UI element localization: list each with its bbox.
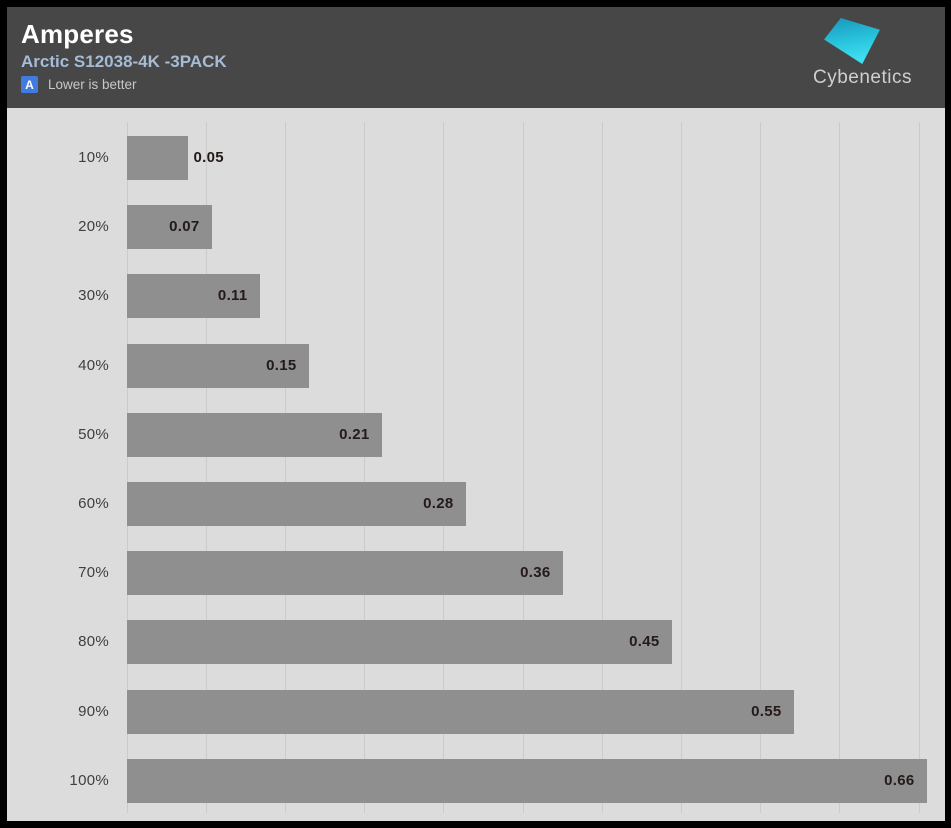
value-label: 0.05 [193, 149, 224, 166]
category-label: 50% [78, 426, 109, 443]
category-label: 30% [78, 287, 109, 304]
bar [126, 413, 382, 457]
cybenetics-logo: Cybenetics [813, 17, 921, 88]
value-label: 0.55 [751, 703, 782, 720]
category-label: 10% [78, 149, 109, 166]
bar-chart: 10% 0.05 20% 0.07 30% 0.11 40% 0.15 50% 0.21 60% 0.… [7, 108, 945, 821]
bar [126, 551, 563, 595]
gridline [443, 122, 445, 813]
bar [126, 759, 927, 803]
value-label: 0.07 [169, 218, 200, 235]
bar [126, 344, 309, 388]
category-label: 100% [69, 772, 109, 789]
bar [126, 205, 212, 249]
gridline [364, 122, 366, 813]
value-label: 0.15 [266, 357, 297, 374]
bar [126, 690, 794, 734]
value-label: 0.28 [423, 495, 454, 512]
bar [126, 620, 672, 664]
cybenetics-logo-text: Cybenetics [813, 67, 912, 88]
gridline [205, 122, 207, 813]
cybenetics-logo-icon [824, 17, 880, 65]
category-label: 70% [78, 564, 109, 581]
value-label: 0.66 [884, 772, 915, 789]
gridline [918, 122, 920, 813]
category-label: 90% [78, 703, 109, 720]
rating-badge: A [21, 76, 38, 93]
note-row: A Lower is better [21, 76, 945, 93]
bar [126, 136, 188, 180]
gridline [284, 122, 286, 813]
category-label: 60% [78, 495, 109, 512]
gridline [839, 122, 841, 813]
chart-title: Amperes [21, 19, 134, 49]
category-label: 20% [78, 218, 109, 235]
category-label: 80% [78, 633, 109, 650]
category-label: 40% [78, 357, 109, 374]
gridline [760, 122, 762, 813]
chart-subtitle: Arctic S12038-4K -3PACK [21, 52, 227, 71]
gridline [680, 122, 682, 813]
gridline [601, 122, 603, 813]
bar [126, 482, 466, 526]
lower-is-better-note: Lower is better [48, 77, 137, 92]
gridline [126, 122, 128, 813]
value-label: 0.36 [520, 564, 551, 581]
bar [126, 274, 260, 318]
chart-card: Amperes Arctic S12038-4K -3PACK A Lower … [7, 7, 945, 821]
value-label: 0.11 [217, 287, 248, 304]
gridline [522, 122, 524, 813]
value-label: 0.21 [339, 426, 370, 443]
value-label: 0.45 [629, 633, 660, 650]
chart-header: Amperes Arctic S12038-4K -3PACK A Lower … [7, 7, 945, 108]
